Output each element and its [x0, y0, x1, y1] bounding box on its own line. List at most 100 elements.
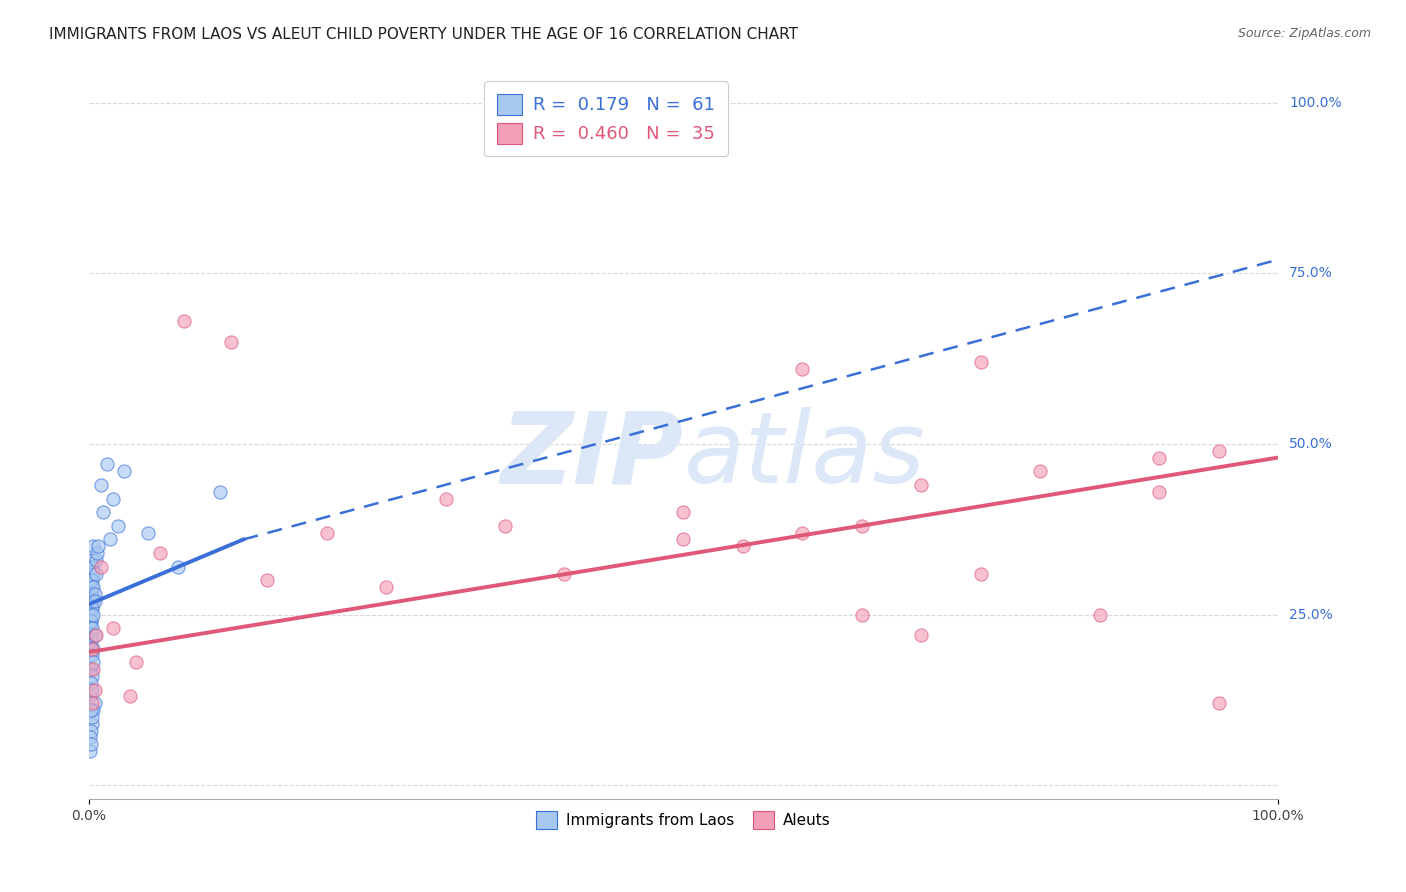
- Point: [149, 546, 172, 560]
- Point: [80, 587, 103, 601]
- Point: [82, 600, 104, 615]
- Point: [82, 587, 104, 601]
- Text: 100.0%: 100.0%: [1289, 95, 1341, 110]
- Point: [173, 314, 195, 328]
- Point: [1147, 484, 1170, 499]
- Point: [84, 553, 107, 567]
- Point: [1147, 450, 1170, 465]
- Legend: Immigrants from Laos, Aleuts: Immigrants from Laos, Aleuts: [530, 805, 837, 835]
- Point: [136, 525, 159, 540]
- Point: [80, 662, 103, 676]
- Text: atlas: atlas: [683, 407, 925, 504]
- Point: [82, 607, 104, 622]
- Point: [79, 690, 101, 704]
- Point: [82, 716, 104, 731]
- Point: [731, 539, 754, 553]
- Point: [315, 525, 337, 540]
- Point: [83, 628, 105, 642]
- Point: [1088, 607, 1111, 622]
- Point: [90, 559, 112, 574]
- Text: IMMIGRANTS FROM LAOS VS ALEUT CHILD POVERTY UNDER THE AGE OF 16 CORRELATION CHAR: IMMIGRANTS FROM LAOS VS ALEUT CHILD POVE…: [49, 27, 799, 42]
- Point: [672, 533, 695, 547]
- Point: [256, 574, 278, 588]
- Point: [80, 594, 103, 608]
- Point: [96, 458, 118, 472]
- Point: [82, 559, 104, 574]
- Point: [87, 539, 110, 553]
- Point: [101, 491, 124, 506]
- Text: 50.0%: 50.0%: [1289, 437, 1333, 451]
- Point: [79, 641, 101, 656]
- Point: [672, 505, 695, 519]
- Point: [83, 594, 105, 608]
- Point: [792, 361, 814, 376]
- Point: [82, 559, 104, 574]
- Point: [910, 628, 932, 642]
- Point: [84, 628, 107, 642]
- Point: [80, 615, 103, 629]
- Point: [221, 334, 243, 349]
- Point: [82, 682, 104, 697]
- Point: [79, 628, 101, 642]
- Point: [107, 518, 129, 533]
- Point: [80, 737, 103, 751]
- Point: [208, 484, 231, 499]
- Point: [80, 615, 103, 629]
- Text: ZIP: ZIP: [501, 407, 683, 504]
- Point: [120, 690, 142, 704]
- Point: [851, 518, 873, 533]
- Point: [82, 641, 104, 656]
- Point: [1029, 464, 1052, 478]
- Point: [80, 574, 103, 588]
- Point: [851, 607, 873, 622]
- Point: [125, 656, 148, 670]
- Point: [80, 628, 103, 642]
- Point: [375, 580, 398, 594]
- Point: [83, 682, 105, 697]
- Point: [82, 539, 104, 553]
- Point: [112, 464, 135, 478]
- Text: Source: ZipAtlas.com: Source: ZipAtlas.com: [1237, 27, 1371, 40]
- Point: [167, 559, 190, 574]
- Point: [91, 505, 114, 519]
- Point: [494, 518, 516, 533]
- Point: [82, 641, 104, 656]
- Point: [82, 566, 104, 581]
- Point: [82, 648, 104, 663]
- Point: [80, 675, 103, 690]
- Text: 25.0%: 25.0%: [1289, 607, 1333, 622]
- Point: [82, 710, 104, 724]
- Point: [910, 478, 932, 492]
- Point: [101, 621, 124, 635]
- Point: [82, 600, 104, 615]
- Point: [82, 662, 104, 676]
- Point: [1208, 696, 1230, 710]
- Point: [80, 621, 103, 635]
- Point: [82, 580, 104, 594]
- Point: [970, 355, 993, 369]
- Point: [970, 566, 993, 581]
- Point: [82, 656, 104, 670]
- Point: [79, 744, 101, 758]
- Point: [90, 478, 112, 492]
- Point: [84, 566, 107, 581]
- Point: [80, 703, 103, 717]
- Point: [80, 635, 103, 649]
- Point: [82, 574, 104, 588]
- Point: [83, 587, 105, 601]
- Point: [79, 648, 101, 663]
- Point: [82, 553, 104, 567]
- Point: [79, 731, 101, 745]
- Point: [82, 580, 104, 594]
- Point: [82, 621, 104, 635]
- Point: [792, 525, 814, 540]
- Point: [83, 696, 105, 710]
- Point: [82, 669, 104, 683]
- Point: [79, 662, 101, 676]
- Point: [86, 546, 108, 560]
- Point: [82, 696, 104, 710]
- Text: 75.0%: 75.0%: [1289, 267, 1333, 280]
- Point: [80, 723, 103, 738]
- Point: [553, 566, 575, 581]
- Point: [98, 533, 121, 547]
